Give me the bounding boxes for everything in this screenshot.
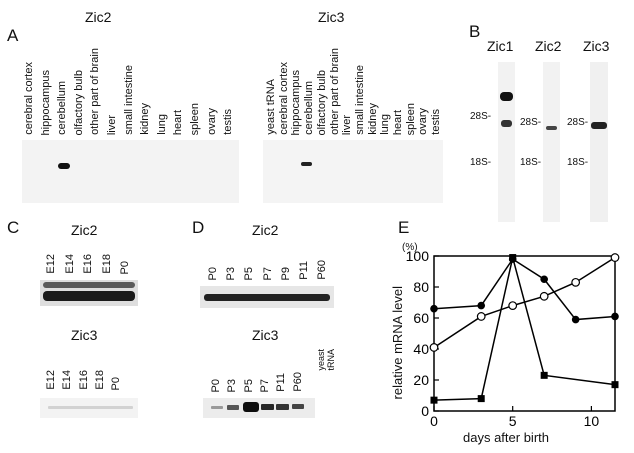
- panel-a-zic3-blot: [263, 140, 443, 203]
- panel-e-percent-unit: (%): [402, 242, 418, 253]
- y-tick-label-2: 40: [413, 341, 429, 357]
- y-tick-label-5: 100: [406, 248, 430, 264]
- panel-b-zic3-title: Zic3: [583, 38, 610, 54]
- series-1-line: [433, 256, 616, 349]
- series-2-point-3: [540, 371, 548, 379]
- panel-b-zic1-lane: [498, 62, 515, 222]
- zic3-marker-28s: 28S-: [567, 117, 589, 128]
- y-tick-label-1: 20: [413, 372, 429, 388]
- panel-b-zic1-title: Zic1: [487, 38, 514, 54]
- panel-c-zic2-title: Zic2: [71, 222, 98, 238]
- zic3-cerebellum-band: [301, 162, 312, 166]
- series-0-line: [433, 258, 616, 321]
- zic3-p0-band: [211, 406, 223, 409]
- zic3-p60-band: [292, 404, 304, 409]
- panel-e-label: E: [398, 218, 410, 237]
- series-2-point-0: [430, 396, 438, 404]
- panel-d-zic3-title: Zic3: [252, 327, 279, 343]
- zic2-marker-28s: 28S-: [520, 117, 542, 128]
- panel-c-zic3-title: Zic3: [71, 327, 98, 343]
- panel-c-zic3-blot: [40, 398, 138, 418]
- panel-c-zic3-faint-band: [48, 406, 133, 409]
- series-0-point-4: [571, 315, 580, 324]
- panel-c-zic2-lower-band: [43, 291, 135, 301]
- series-1-point-3: [539, 291, 549, 301]
- panel-b-zic2-lane: [543, 62, 560, 222]
- panel-d-zic2-title: Zic2: [252, 222, 279, 238]
- zic2-band: [546, 126, 557, 130]
- series-0-point-3: [540, 275, 548, 284]
- zic1-marker-28s: 28S-: [470, 111, 492, 122]
- y-tick-label-4: 80: [413, 279, 429, 295]
- zic1-marker-18s: 18S-: [470, 157, 492, 168]
- x-tick-label-0: 0: [430, 413, 438, 429]
- panel-e-xlabel: days after birth: [463, 430, 549, 445]
- panel-a-label: A: [7, 26, 19, 45]
- series-1-point-2: [508, 301, 518, 311]
- x-tick-label-2: 10: [584, 413, 600, 429]
- panel-d-zic2-band: [204, 294, 330, 301]
- series-0-point-5: [611, 312, 619, 321]
- series-2-point-4: [611, 381, 619, 389]
- zic3-marker-18s: 18S-: [567, 157, 589, 168]
- panel-c-label: C: [7, 218, 20, 237]
- panel-c-zic2-blot: [40, 280, 138, 306]
- zic3-p11-band: [276, 404, 289, 410]
- panel-b-zic3-lane: [590, 62, 608, 222]
- panel-d-zic2-blot: [200, 286, 334, 308]
- series-0-point-0: [430, 304, 438, 313]
- panel-a-zic3-title: Zic3: [318, 9, 345, 25]
- zic3-band: [591, 122, 607, 129]
- series-1-point-4: [571, 277, 581, 287]
- y-tick-label-0: 0: [421, 403, 429, 419]
- zic2-marker-18s: 18S-: [520, 157, 542, 168]
- series-1-point-0: [429, 343, 439, 352]
- panel-b-label: B: [469, 22, 481, 41]
- zic2-cerebellum-band: [58, 163, 70, 169]
- zic3-p5-band: [243, 402, 259, 412]
- zic3-p7-band: [261, 404, 274, 410]
- panel-d-label: D: [192, 218, 205, 237]
- series-0-point-1: [477, 301, 486, 310]
- y-tick-label-3: 60: [413, 310, 429, 326]
- zic1-band-upper: [500, 92, 513, 101]
- series-2-point-2: [509, 254, 517, 262]
- series-1-point-1: [476, 312, 486, 321]
- panel-a-zic2-blot: [22, 140, 239, 203]
- panel-d-zic3-blot: [203, 398, 315, 418]
- plot-frame: [433, 255, 616, 412]
- series-2-point-1: [477, 395, 485, 403]
- panel-a-zic2-title: Zic2: [85, 9, 112, 25]
- x-tick-label-1: 5: [509, 413, 517, 429]
- panel-c-zic2-upper-band: [43, 282, 135, 288]
- zic1-band-lower: [501, 120, 512, 127]
- zic3-p3-band: [227, 405, 239, 410]
- panel-b-zic2-title: Zic2: [535, 38, 562, 54]
- series-1-point-5: [610, 253, 620, 262]
